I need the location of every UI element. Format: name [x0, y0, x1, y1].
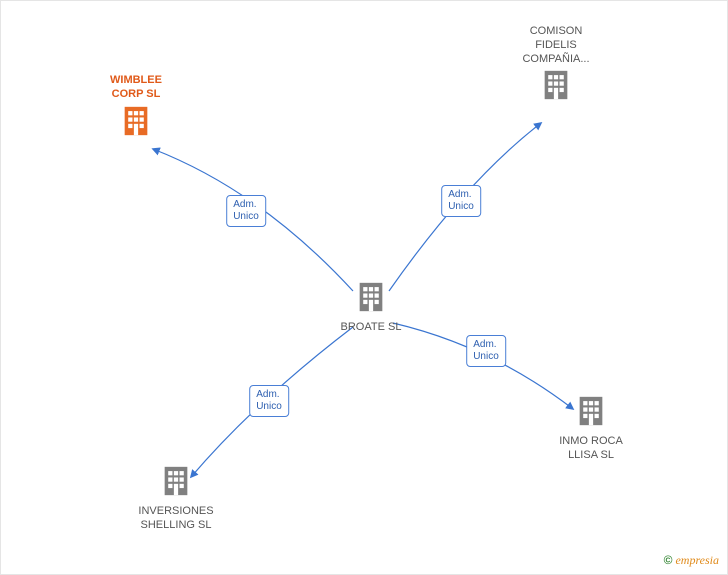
building-icon — [159, 464, 193, 503]
edge-label: Adm. Unico — [226, 195, 266, 227]
node-wimblee[interactable]: WIMBLEE CORP SL — [76, 74, 196, 143]
copyright-symbol: © — [664, 553, 673, 567]
watermark: ©empresia — [664, 553, 719, 568]
edge-label: Adm. Unico — [249, 385, 289, 417]
edge-label: Adm. Unico — [441, 185, 481, 217]
node-label: BROATE SL — [311, 321, 431, 335]
building-icon — [354, 280, 388, 319]
node-inmoroca[interactable]: INMO ROCA LLISA SL — [531, 394, 651, 463]
node-label: INMO ROCA LLISA SL — [531, 435, 651, 463]
node-broate[interactable]: BROATE SL — [311, 280, 431, 335]
node-label: WIMBLEE CORP SL — [76, 74, 196, 102]
node-inversiones[interactable]: INVERSIONES SHELLING SL — [116, 464, 236, 533]
node-label: INVERSIONES SHELLING SL — [116, 505, 236, 533]
watermark-text: empresia — [675, 553, 719, 567]
node-label: COMISON FIDELIS COMPAÑIA... — [496, 25, 616, 66]
building-icon — [119, 104, 153, 143]
building-icon — [539, 68, 573, 107]
edge-label: Adm. Unico — [466, 335, 506, 367]
building-icon — [574, 394, 608, 433]
node-comison[interactable]: COMISON FIDELIS COMPAÑIA... — [496, 25, 616, 107]
diagram-canvas: BROATE SL WIMBLEE CORP SL COMISON FIDELI… — [0, 0, 728, 575]
